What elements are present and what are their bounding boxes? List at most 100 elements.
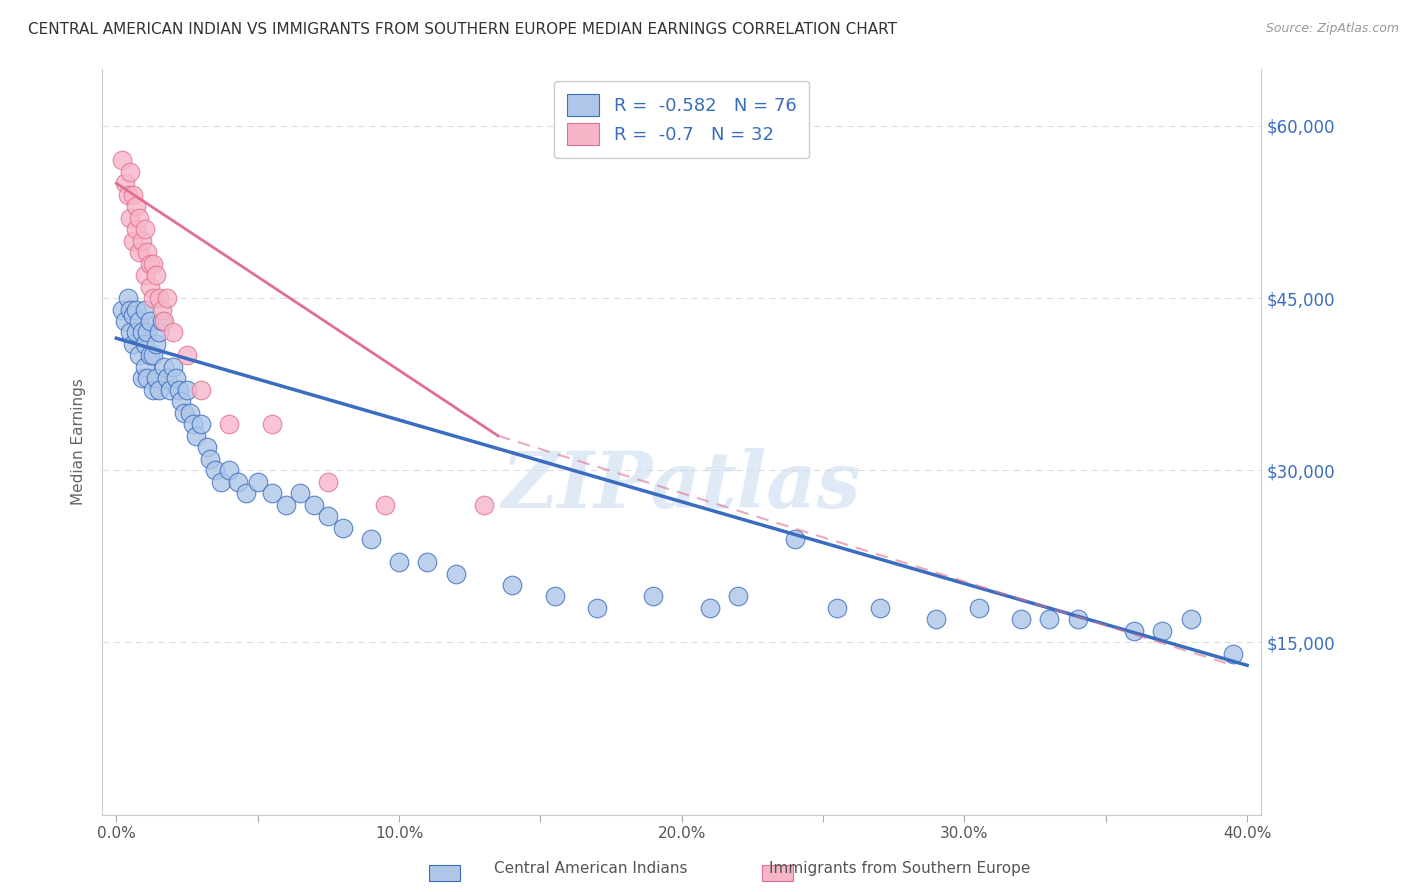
Point [165, 371, 187, 385]
Point [122, 337, 145, 351]
Point [586, 601, 609, 615]
Point [139, 257, 162, 271]
Point [128, 314, 150, 328]
Point [153, 359, 176, 374]
Point [139, 279, 162, 293]
Point [148, 291, 170, 305]
Point [142, 291, 165, 305]
Point [825, 601, 848, 615]
Point [153, 314, 176, 328]
Point [170, 394, 193, 409]
Point [136, 326, 159, 340]
Point [274, 498, 297, 512]
Point [302, 498, 325, 512]
Point [184, 429, 207, 443]
Point [246, 475, 269, 489]
Point [925, 612, 948, 626]
Point [131, 371, 153, 385]
Point [156, 291, 179, 305]
Point [288, 486, 311, 500]
Point [444, 566, 467, 581]
Point [374, 498, 396, 512]
Point [122, 234, 145, 248]
Point [131, 234, 153, 248]
Point [643, 590, 665, 604]
Point [134, 222, 156, 236]
Point [1010, 612, 1032, 626]
Point [134, 302, 156, 317]
Point [967, 601, 990, 615]
Point [125, 222, 148, 236]
Point [218, 463, 240, 477]
Point [120, 302, 142, 317]
Point [134, 268, 156, 282]
Point [128, 245, 150, 260]
Point [727, 590, 749, 604]
Point [167, 383, 190, 397]
Point [472, 498, 495, 512]
Point [332, 520, 354, 534]
Point [318, 475, 340, 489]
Point [111, 153, 134, 168]
Text: CENTRAL AMERICAN INDIAN VS IMMIGRANTS FROM SOUTHERN EUROPE MEDIAN EARNINGS CORRE: CENTRAL AMERICAN INDIAN VS IMMIGRANTS FR… [28, 22, 897, 37]
Point [181, 417, 204, 432]
Point [1152, 624, 1174, 638]
Point [1066, 612, 1088, 626]
Point [416, 555, 439, 569]
Legend: R =  -0.582   N = 76, R =  -0.7   N = 32: R = -0.582 N = 76, R = -0.7 N = 32 [554, 81, 810, 158]
Point [128, 348, 150, 362]
Point [139, 314, 162, 328]
Point [120, 165, 142, 179]
Point [142, 348, 165, 362]
Point [173, 406, 195, 420]
Point [260, 486, 283, 500]
Point [145, 371, 167, 385]
Point [1038, 612, 1060, 626]
Point [134, 359, 156, 374]
Point [125, 199, 148, 213]
Point [128, 211, 150, 225]
Y-axis label: Median Earnings: Median Earnings [72, 378, 86, 505]
Point [1180, 612, 1202, 626]
Point [226, 475, 249, 489]
Text: Immigrants from Southern Europe: Immigrants from Southern Europe [769, 861, 1031, 876]
Point [218, 417, 240, 432]
Point [122, 308, 145, 322]
Point [150, 302, 173, 317]
Point [117, 291, 139, 305]
Point [120, 211, 142, 225]
Point [136, 371, 159, 385]
Point [318, 509, 340, 524]
Point [145, 268, 167, 282]
Point [148, 383, 170, 397]
Point [176, 383, 198, 397]
Point [783, 532, 806, 546]
Point [699, 601, 721, 615]
Text: Central American Indians: Central American Indians [494, 861, 688, 876]
Point [156, 371, 179, 385]
Point [125, 302, 148, 317]
Point [134, 337, 156, 351]
Point [142, 383, 165, 397]
Point [162, 326, 184, 340]
Point [125, 326, 148, 340]
Point [159, 383, 181, 397]
Point [131, 326, 153, 340]
Point [260, 417, 283, 432]
Point [360, 532, 382, 546]
Point [501, 578, 523, 592]
Point [139, 348, 162, 362]
Point [111, 302, 134, 317]
Point [162, 359, 184, 374]
Text: Source: ZipAtlas.com: Source: ZipAtlas.com [1265, 22, 1399, 36]
Point [179, 406, 201, 420]
Point [148, 326, 170, 340]
Point [388, 555, 411, 569]
Text: ZIPatlas: ZIPatlas [502, 448, 862, 524]
Point [117, 187, 139, 202]
Point [543, 590, 565, 604]
Point [204, 463, 226, 477]
Point [120, 326, 142, 340]
Point [1222, 647, 1244, 661]
Point [190, 383, 212, 397]
